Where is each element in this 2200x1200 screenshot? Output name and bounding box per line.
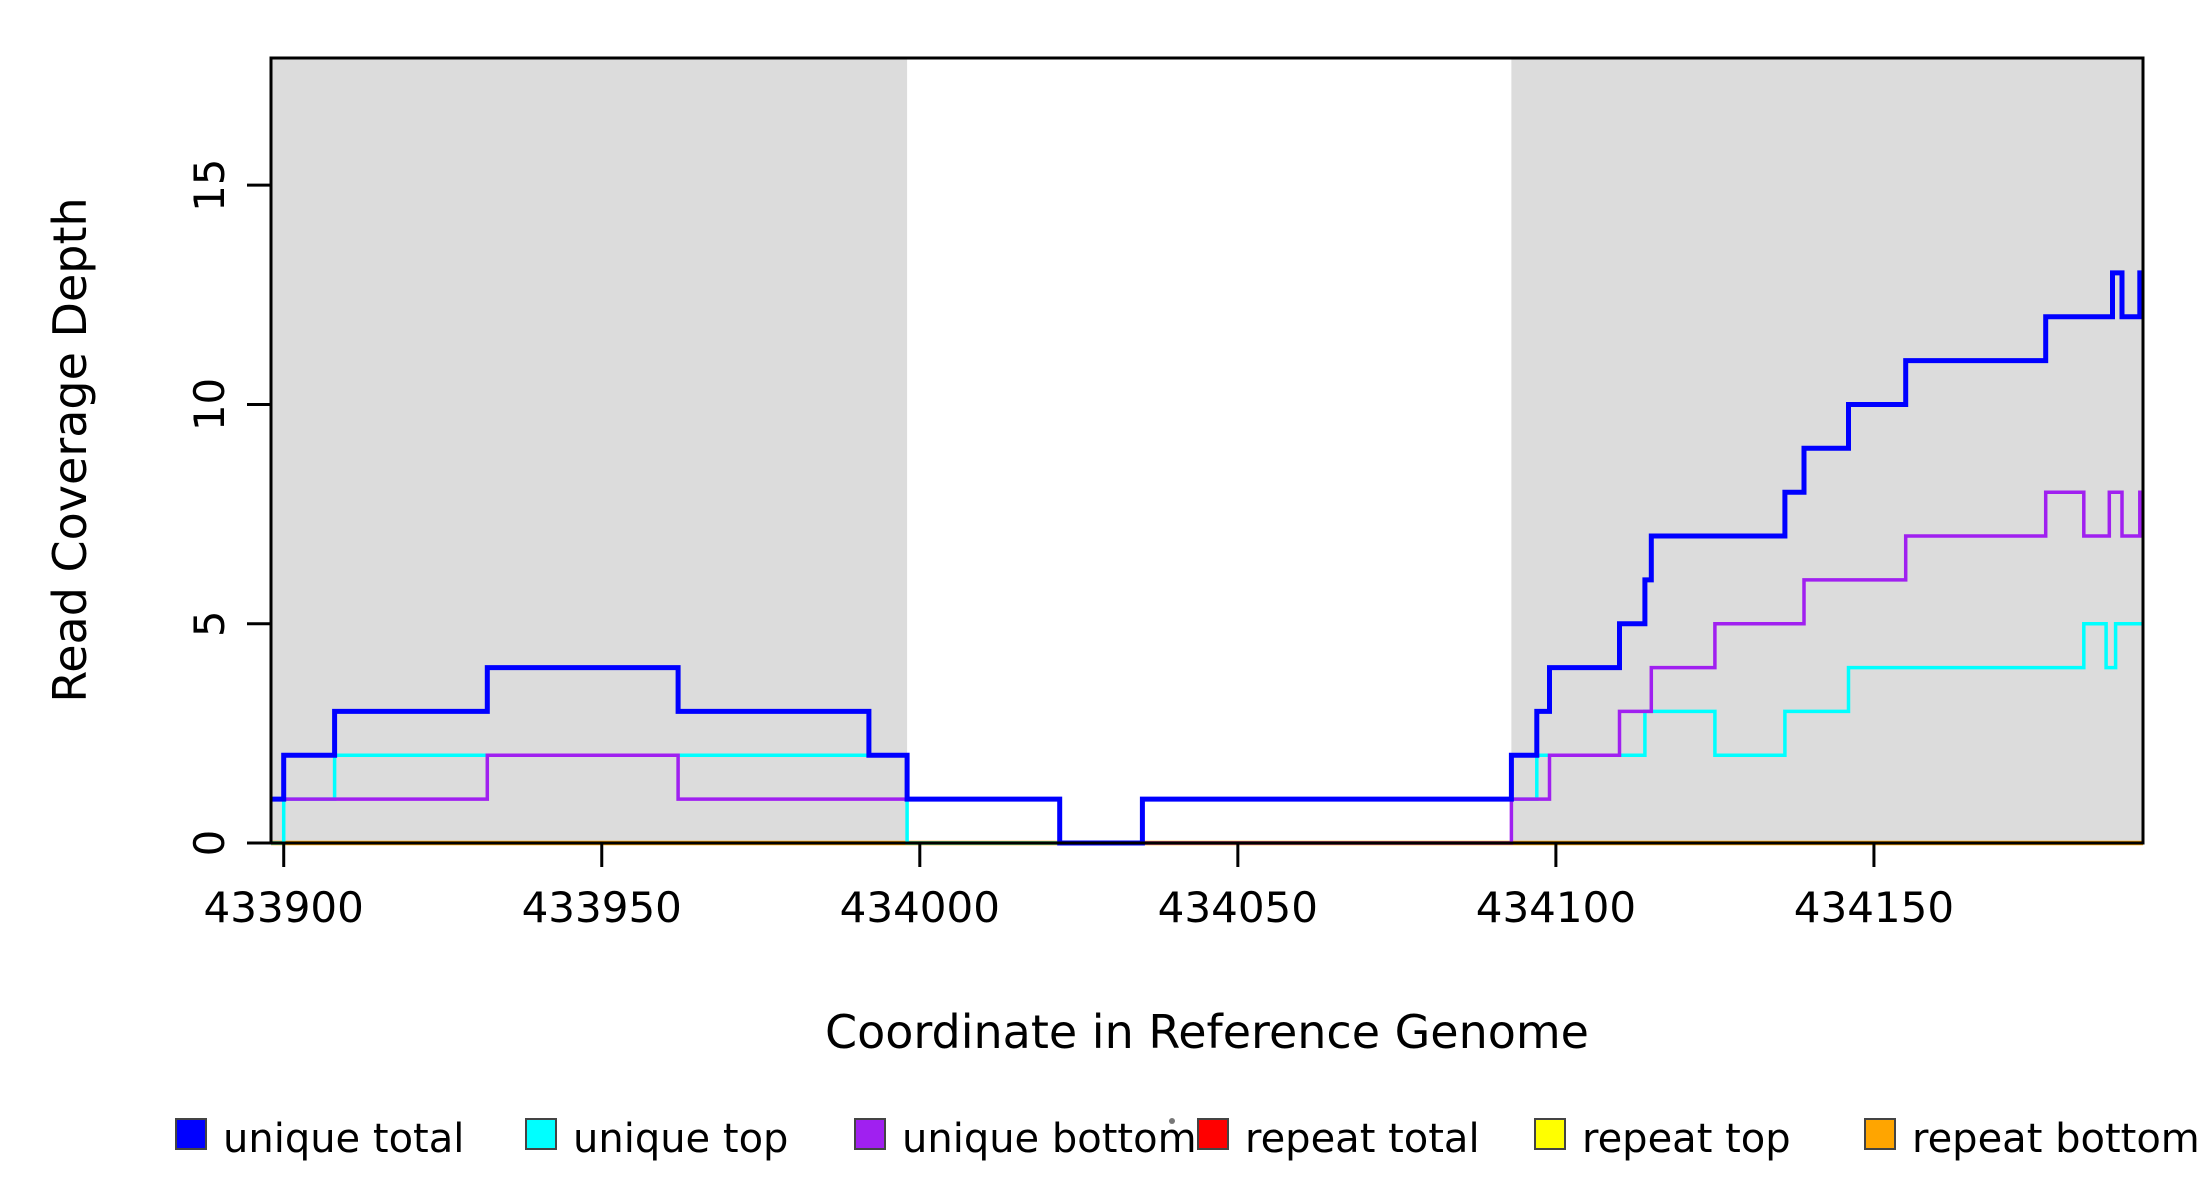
x-axis-title: Coordinate in Reference Genome <box>825 1005 1589 1059</box>
legend-label: repeat top <box>1582 1116 1791 1162</box>
y-tick-label: 10 <box>185 378 234 431</box>
legend-swatch-unique-total <box>175 1118 207 1150</box>
legend-swatch-repeat-top <box>1534 1118 1566 1150</box>
x-tick-label: 434100 <box>1476 883 1636 932</box>
legend-swatch-unique-bottom <box>854 1118 886 1150</box>
legend-item-unique-total: unique total <box>175 1116 464 1162</box>
legend-swatch-repeat-total <box>1197 1118 1229 1150</box>
axes-layer: 433900 433950 434000 434050 434100 434150 0 5 10… <box>185 56 2145 932</box>
x-tick-label: 433950 <box>522 883 682 932</box>
artifact-layer <box>1169 1118 1175 1124</box>
y-axis-title: Read Coverage Depth <box>43 197 97 702</box>
legend-item-repeat-total: repeat total <box>1197 1116 1480 1162</box>
x-tick-label: 433900 <box>204 883 364 932</box>
series-line-unique-top <box>271 621 2143 845</box>
y-tick-label: 5 <box>185 610 234 637</box>
y-tick-label: 15 <box>185 158 234 211</box>
x-tick-label: 434150 <box>1794 883 1954 932</box>
stray-dot <box>1169 1118 1175 1124</box>
legend-item-repeat-top: repeat top <box>1534 1116 1791 1162</box>
legend-item-repeat-bottom: repeat bottom <box>1864 1116 2200 1162</box>
legend-swatch-unique-top <box>525 1118 557 1150</box>
legend-item-unique-top: unique top <box>525 1116 788 1162</box>
x-tick-label: 434050 <box>1158 883 1318 932</box>
series-line-unique-total <box>271 270 2143 846</box>
legend-label: unique bottom <box>902 1116 1197 1162</box>
plot-border <box>269 56 2145 845</box>
legend-label: unique total <box>223 1116 464 1162</box>
shaded-region-layer <box>271 58 2143 843</box>
legend-item-unique-bottom: unique bottom <box>854 1116 1197 1162</box>
legend-swatch-repeat-bottom <box>1864 1118 1896 1150</box>
left-gray-band <box>271 58 908 843</box>
legend-label: unique top <box>573 1116 788 1162</box>
y-tick-label: 0 <box>185 830 234 857</box>
legend-label: repeat total <box>1245 1116 1480 1162</box>
legend: unique total unique top unique bottom repea… <box>175 1116 2200 1162</box>
x-tick-label: 434000 <box>840 883 1000 932</box>
legend-label: repeat bottom <box>1912 1116 2200 1162</box>
